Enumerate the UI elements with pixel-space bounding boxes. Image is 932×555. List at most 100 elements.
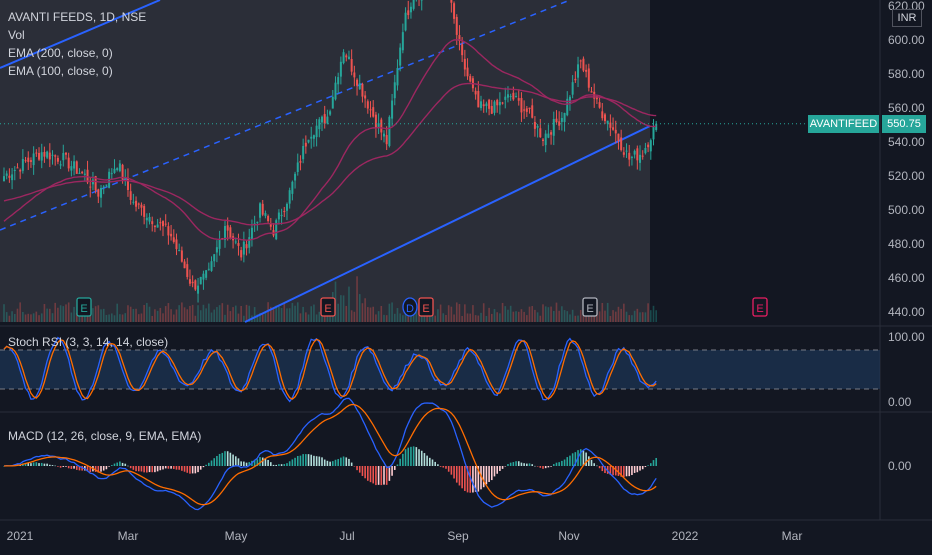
volume-bar bbox=[22, 312, 24, 322]
candle-body bbox=[235, 241, 237, 242]
macd-histogram-bar bbox=[526, 464, 528, 466]
volume-bar bbox=[127, 305, 129, 322]
volume-bar bbox=[653, 306, 655, 322]
candle-body bbox=[518, 98, 520, 101]
volume-bar bbox=[68, 302, 70, 322]
candle-body bbox=[259, 203, 261, 217]
vol-label[interactable]: Vol bbox=[8, 26, 146, 44]
macd-histogram-bar bbox=[292, 459, 294, 466]
candle-body bbox=[159, 222, 161, 223]
macd-histogram-bar bbox=[564, 460, 566, 466]
event-marker-label: E bbox=[756, 303, 763, 315]
candle-body bbox=[140, 205, 142, 208]
volume-bar bbox=[399, 313, 401, 322]
ema100-label[interactable]: EMA (100, close, 0) bbox=[8, 62, 146, 80]
candle-body bbox=[639, 155, 641, 163]
candle-body bbox=[92, 180, 94, 185]
macd-histogram-bar bbox=[437, 464, 439, 466]
macd-histogram-bar bbox=[135, 466, 137, 471]
volume-bar bbox=[456, 302, 458, 322]
macd-histogram-bar bbox=[372, 466, 374, 483]
candle-body bbox=[582, 59, 584, 71]
macd-histogram-bar bbox=[399, 459, 401, 466]
candle-body bbox=[326, 117, 328, 124]
volume-bar bbox=[521, 309, 523, 322]
volume-bar bbox=[141, 313, 143, 322]
macd-histogram-bar bbox=[122, 463, 124, 466]
candle-body bbox=[558, 121, 560, 125]
currency-label[interactable]: INR bbox=[892, 9, 922, 27]
candle-body bbox=[588, 68, 590, 87]
macd-histogram-bar bbox=[157, 466, 159, 471]
candle-body bbox=[111, 173, 113, 174]
candle-body bbox=[380, 120, 382, 133]
macd-histogram-bar bbox=[57, 466, 59, 467]
candle-body bbox=[116, 168, 118, 170]
candle-body bbox=[345, 55, 347, 57]
volume-bar bbox=[27, 314, 29, 322]
volume-bar bbox=[54, 303, 56, 322]
macd-histogram-bar bbox=[356, 466, 358, 470]
macd-histogram-bar bbox=[49, 465, 51, 466]
volume-bar bbox=[464, 304, 466, 322]
macd-histogram-bar bbox=[442, 466, 444, 468]
volume-bar bbox=[130, 307, 132, 322]
volume-bar bbox=[513, 312, 515, 322]
macd-histogram-bar bbox=[224, 451, 226, 466]
candle-body bbox=[620, 137, 622, 150]
volume-bar bbox=[593, 316, 595, 322]
candle-body bbox=[609, 123, 611, 128]
volume-bar bbox=[580, 310, 582, 322]
volume-bar bbox=[224, 315, 226, 322]
candle-body bbox=[488, 100, 490, 109]
candle-body bbox=[62, 153, 64, 160]
macd-label[interactable]: MACD (12, 26, close, 9, EMA, EMA) bbox=[8, 427, 201, 445]
macd-histogram-bar bbox=[499, 466, 501, 471]
stoch-rsi-label[interactable]: Stoch RSI (3, 3, 14, 14, close) bbox=[8, 333, 168, 351]
macd-histogram-bar bbox=[628, 466, 630, 476]
volume-bar bbox=[149, 307, 151, 322]
candle-body bbox=[585, 70, 587, 72]
candle-body bbox=[378, 123, 380, 127]
candle-body bbox=[337, 77, 339, 84]
volume-bar bbox=[445, 315, 447, 322]
volume-bar bbox=[33, 313, 35, 322]
symbol-title[interactable]: AVANTI FEEDS, 1D, NSE bbox=[8, 8, 146, 26]
macd-histogram-bar bbox=[329, 462, 331, 466]
volume-bar bbox=[642, 312, 644, 322]
macd-histogram-bar bbox=[319, 457, 321, 466]
macd-histogram-bar bbox=[601, 466, 603, 471]
candle-body bbox=[219, 240, 221, 249]
candle-body bbox=[97, 189, 99, 196]
candle-body bbox=[213, 254, 215, 261]
volume-bar bbox=[205, 308, 207, 322]
macd-histogram-bar bbox=[275, 465, 277, 466]
candle-body bbox=[507, 94, 509, 97]
macd-histogram-bar bbox=[459, 466, 461, 485]
candle-body bbox=[483, 104, 485, 106]
macd-histogram-bar bbox=[596, 466, 598, 467]
macd-histogram-bar bbox=[100, 466, 102, 472]
ema200-label[interactable]: EMA (200, close, 0) bbox=[8, 44, 146, 62]
macd-histogram-bar bbox=[60, 466, 62, 468]
macd-histogram-bar bbox=[572, 453, 574, 466]
candle-body bbox=[313, 135, 315, 139]
macd-histogram-bar bbox=[416, 447, 418, 466]
candle-body bbox=[348, 57, 350, 60]
macd-histogram-bar bbox=[375, 466, 377, 485]
macd-histogram-bar bbox=[30, 463, 32, 466]
candle-body bbox=[103, 187, 105, 188]
volume-bar bbox=[345, 306, 347, 322]
macd-histogram-bar bbox=[434, 462, 436, 466]
candle-body bbox=[612, 127, 614, 129]
macd-histogram-bar bbox=[240, 461, 242, 466]
candle-body bbox=[456, 17, 458, 35]
macd-histogram-bar bbox=[451, 466, 453, 475]
macd-histogram-bar bbox=[637, 466, 639, 472]
time-tick-label: Mar bbox=[118, 529, 139, 543]
volume-bar bbox=[575, 316, 577, 322]
candle-body bbox=[81, 172, 83, 173]
candle-body bbox=[170, 234, 172, 237]
